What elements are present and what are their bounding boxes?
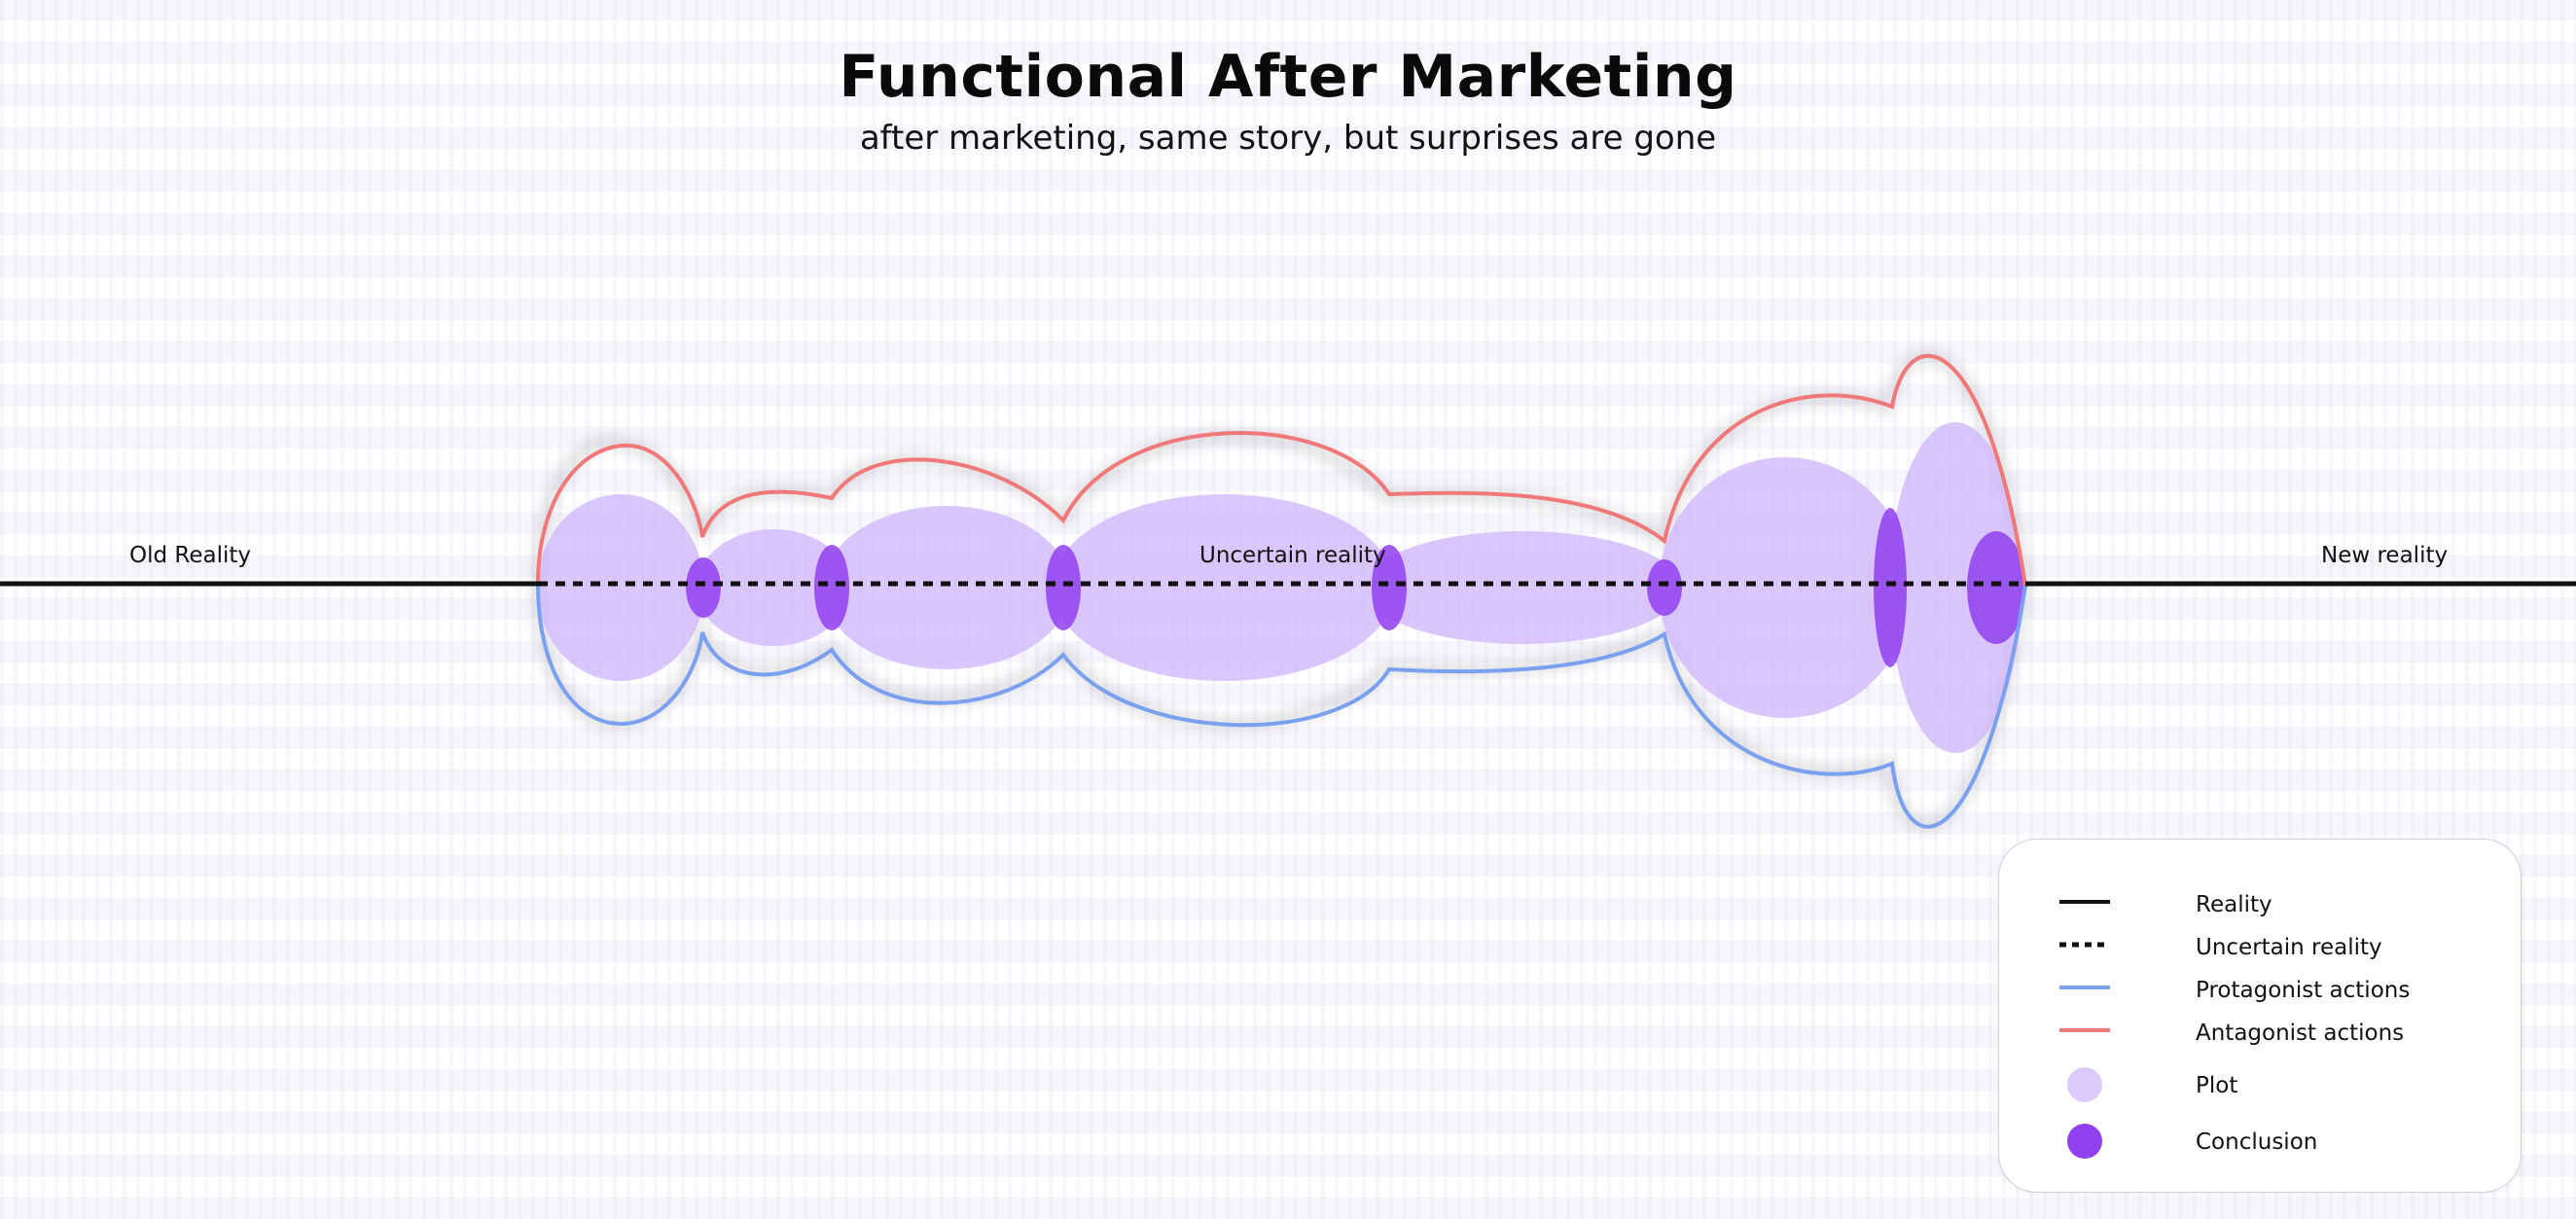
plot-ellipses bbox=[537, 422, 2021, 753]
conclusion-ellipse-5 bbox=[1647, 559, 1682, 616]
page-title: Functional After Marketing bbox=[839, 43, 1737, 111]
legend-item-antagonist-actions: Antagonist actions bbox=[1999, 1015, 2521, 1054]
plot-ellipse-5 bbox=[1364, 531, 1681, 644]
conclusion-ellipse-1 bbox=[686, 557, 721, 618]
new-reality-label: New reality bbox=[2321, 543, 2449, 568]
dotted-line-icon bbox=[2059, 942, 2110, 948]
legend: Reality Uncertain reality Protagonist ac… bbox=[1998, 839, 2522, 1193]
plot-ellipse-2 bbox=[697, 529, 850, 646]
legend-label: Reality bbox=[2196, 892, 2272, 917]
plot-circle-icon bbox=[2067, 1067, 2102, 1102]
legend-label: Plot bbox=[2196, 1073, 2238, 1098]
legend-item-protagonist-actions: Protagonist actions bbox=[1999, 972, 2521, 1011]
conclusion-ellipse-4 bbox=[1372, 545, 1407, 630]
page-subtitle: after marketing, same story, but surpris… bbox=[859, 119, 1717, 158]
legend-item-plot: Plot bbox=[1999, 1067, 2521, 1106]
solid-line-icon bbox=[2059, 900, 2110, 904]
legend-item-reality: Reality bbox=[1999, 886, 2521, 925]
legend-label: Antagonist actions bbox=[2196, 1021, 2405, 1046]
legend-label: Protagonist actions bbox=[2196, 978, 2411, 1003]
legend-label: Uncertain reality bbox=[2196, 935, 2382, 960]
plot-ellipse-6 bbox=[1659, 457, 1912, 718]
plot-ellipse-1 bbox=[537, 494, 704, 681]
conclusion-circle-icon bbox=[2067, 1124, 2102, 1159]
legend-item-conclusion: Conclusion bbox=[1999, 1124, 2521, 1163]
old-reality-label: Old Reality bbox=[129, 543, 252, 568]
legend-item-uncertain-reality: Uncertain reality bbox=[1999, 929, 2521, 968]
conclusion-ellipses bbox=[686, 508, 2025, 667]
conclusion-ellipse-3 bbox=[1046, 545, 1081, 630]
conclusion-ellipse-2 bbox=[814, 545, 849, 630]
uncertain-reality-label: Uncertain reality bbox=[1199, 543, 1386, 568]
protagonist-actions-line bbox=[536, 583, 2027, 829]
blue-line-icon bbox=[2059, 986, 2110, 989]
plot-ellipse-7 bbox=[1889, 422, 2021, 753]
conclusion-ellipse-7 bbox=[1967, 531, 2025, 644]
antagonist-actions-line bbox=[536, 353, 2027, 587]
red-line-icon bbox=[2059, 1028, 2110, 1032]
plot-ellipse-4 bbox=[1053, 494, 1395, 681]
legend-label: Conclusion bbox=[2196, 1129, 2318, 1155]
plot-ellipse-3 bbox=[823, 506, 1070, 669]
conclusion-ellipse-6 bbox=[1874, 508, 1907, 667]
